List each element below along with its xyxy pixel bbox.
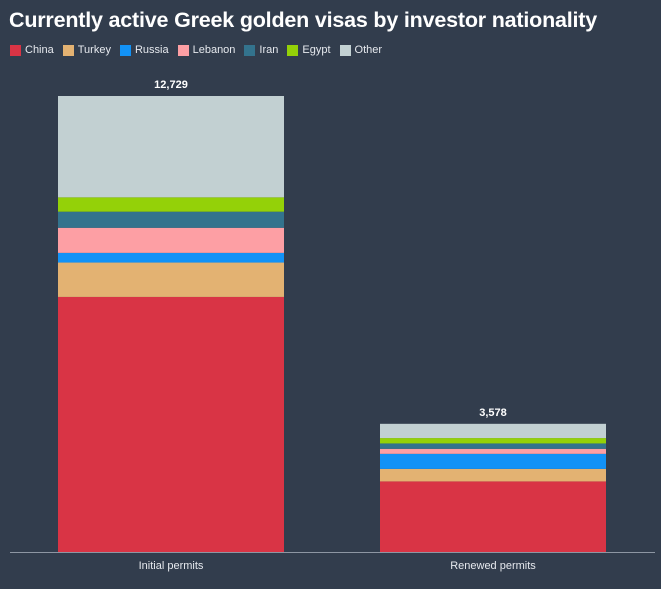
legend-label: Other xyxy=(354,44,383,56)
legend-swatch-turkey xyxy=(62,44,74,56)
legend-label: Egypt xyxy=(302,44,331,56)
legend-label: Iran xyxy=(259,44,279,56)
legend-swatch-china xyxy=(10,44,21,56)
bar-segment-turkey-renewed-permits xyxy=(380,468,606,482)
total-label-renewed-permits: 3,578 xyxy=(479,407,507,419)
legend-swatch-iran xyxy=(244,44,256,56)
legend-item-lebanon: Lebanon xyxy=(177,44,236,56)
x-tick-label-renewed-permits: Renewed permits xyxy=(450,560,536,572)
legend-swatch-egypt xyxy=(287,44,299,56)
legend-item-turkey: Turkey xyxy=(62,44,111,56)
total-label-initial-permits: 12,729 xyxy=(154,79,188,91)
legend: China Turkey Russia Lebanon Iran Egypt Other xyxy=(10,44,391,56)
legend-swatch-lebanon xyxy=(177,44,189,56)
x-tick-label-initial-permits: Initial permits xyxy=(139,560,204,572)
legend-item-egypt: Egypt xyxy=(287,44,331,56)
chart-title: Currently active Greek golden visas by i… xyxy=(9,8,598,32)
legend-label: China xyxy=(25,44,54,56)
legend-item-other: Other xyxy=(339,44,383,56)
legend-swatch-other xyxy=(339,44,351,56)
bar-segment-iran-initial-permits xyxy=(58,211,284,228)
legend-label: Lebanon xyxy=(192,44,236,56)
bar-segment-russia-initial-permits xyxy=(58,252,284,263)
bar-segment-china-initial-permits xyxy=(58,296,284,552)
bar-segment-other-initial-permits xyxy=(58,96,284,198)
legend-item-russia: Russia xyxy=(119,44,169,56)
bar-segment-russia-renewed-permits xyxy=(380,453,606,469)
bar-segment-china-renewed-permits xyxy=(380,481,606,552)
legend-swatch-russia xyxy=(119,44,131,56)
legend-label: Russia xyxy=(134,44,169,56)
legend-item-iran: Iran xyxy=(244,44,278,56)
bar-segment-egypt-renewed-permits xyxy=(380,438,606,444)
bar-segment-lebanon-initial-permits xyxy=(58,227,284,253)
legend-label: Turkey xyxy=(77,44,111,56)
bar-segment-turkey-initial-permits xyxy=(58,262,284,297)
bar-segment-egypt-initial-permits xyxy=(58,197,284,212)
legend-item-china: China xyxy=(10,44,54,56)
bar-segment-other-renewed-permits xyxy=(380,423,606,439)
bar-segment-iran-renewed-permits xyxy=(380,443,606,449)
bar-segment-lebanon-renewed-permits xyxy=(380,448,606,454)
